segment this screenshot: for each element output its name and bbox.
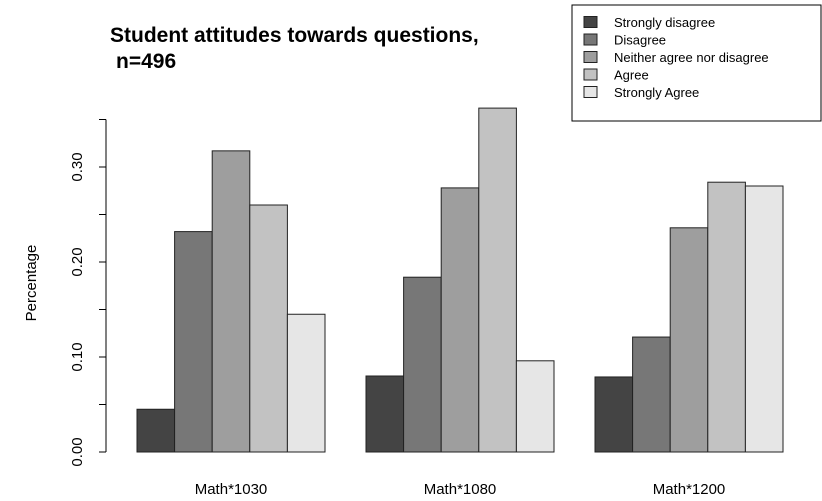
category-label: Math*1200 xyxy=(653,481,726,498)
bars xyxy=(136,107,784,453)
legend-label: Strongly Agree xyxy=(614,85,699,100)
legend-box xyxy=(571,4,822,122)
bar xyxy=(286,313,326,453)
bar xyxy=(744,185,784,453)
legend: Strongly disagree Disagree Neither agree n… xyxy=(571,4,822,122)
bar xyxy=(707,181,746,453)
y-tick-label: 0.30 xyxy=(69,152,86,181)
category-labels: Math*1030 Math*1080 Math*1200 xyxy=(195,481,726,498)
category-label: Math*1030 xyxy=(195,481,268,498)
y-tick-label: 0.00 xyxy=(69,437,86,466)
legend-label: Neither agree nor disagree xyxy=(614,50,769,65)
bar xyxy=(249,204,288,453)
bar xyxy=(174,231,213,453)
y-axis-label: Percentage xyxy=(23,245,40,322)
category-label: Math*1080 xyxy=(424,481,497,498)
legend-swatch xyxy=(583,86,598,98)
y-tick-label: 0.20 xyxy=(69,247,86,276)
bar xyxy=(211,150,251,453)
bar xyxy=(594,376,634,453)
legend-swatch xyxy=(583,51,598,63)
bar xyxy=(632,336,671,453)
bar xyxy=(669,227,709,453)
legend-swatch xyxy=(583,68,598,81)
legend-label: Strongly disagree xyxy=(614,15,715,30)
legend-label: Disagree xyxy=(614,33,666,48)
legend-swatch xyxy=(583,16,598,28)
bar xyxy=(136,408,176,453)
bar xyxy=(515,360,555,453)
chart-subtitle: n=496 xyxy=(116,50,176,73)
chart-title: Student attitudes towards questions, xyxy=(110,24,479,47)
y-axis: 0.00 0.10 0.20 0.30 xyxy=(69,119,107,467)
y-tick-label: 0.10 xyxy=(69,342,86,371)
bar xyxy=(403,276,442,453)
bar xyxy=(478,107,517,453)
legend-swatch xyxy=(583,33,598,46)
legend-label: Agree xyxy=(614,68,649,83)
bar xyxy=(365,375,405,453)
bar xyxy=(440,187,480,453)
